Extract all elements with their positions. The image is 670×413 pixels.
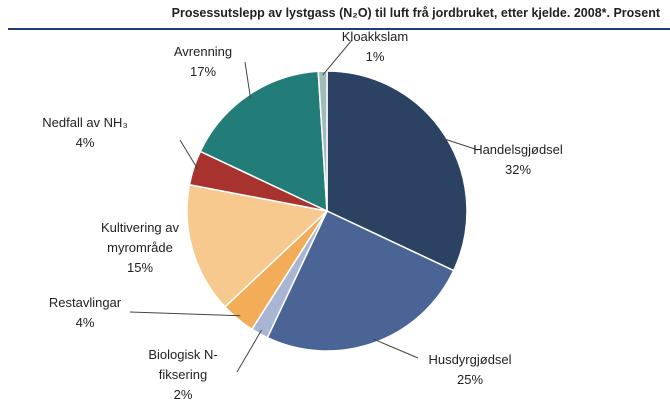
slice-value-label: 1% (365, 49, 385, 64)
leader-line (179, 139, 199, 170)
slice-value-label: 32% (504, 162, 532, 177)
slice-label: Handelsgjødsel (473, 142, 563, 157)
slice-label: Avrenning (173, 44, 233, 59)
leader-line (244, 61, 252, 99)
slice-value-label: 25% (456, 372, 484, 387)
slice-value-label: 2% (173, 387, 193, 402)
slice-label: Biologisk N-fiksering (148, 347, 218, 382)
pie-slice (266, 210, 455, 352)
slice-label: Kloakkslam (341, 29, 409, 44)
leader-line (322, 39, 353, 76)
chart-title: Prosessutslepp av lystgass (N₂O) til luf… (171, 6, 660, 20)
slice-value-label: 17% (189, 64, 217, 79)
leader-line (441, 137, 479, 151)
slice-label: Husdyrgjødsel (428, 352, 512, 367)
title-rule (8, 28, 670, 30)
slice-label: Restavlingar (48, 295, 122, 310)
slice-value-label: 4% (75, 135, 95, 150)
pie-slice (326, 70, 468, 272)
leader-line (236, 329, 262, 373)
leader-line (372, 338, 419, 359)
slice-label: Kultivering av myrområde (100, 220, 180, 255)
slice-value-label: 4% (75, 315, 95, 330)
leader-line (129, 311, 241, 317)
pie-slice (199, 70, 328, 213)
pie-slice (317, 70, 328, 212)
slice-label: Nedfall av NH₃ (42, 115, 128, 130)
slice-value-label: 15% (126, 260, 154, 275)
pie-slice (186, 183, 329, 308)
